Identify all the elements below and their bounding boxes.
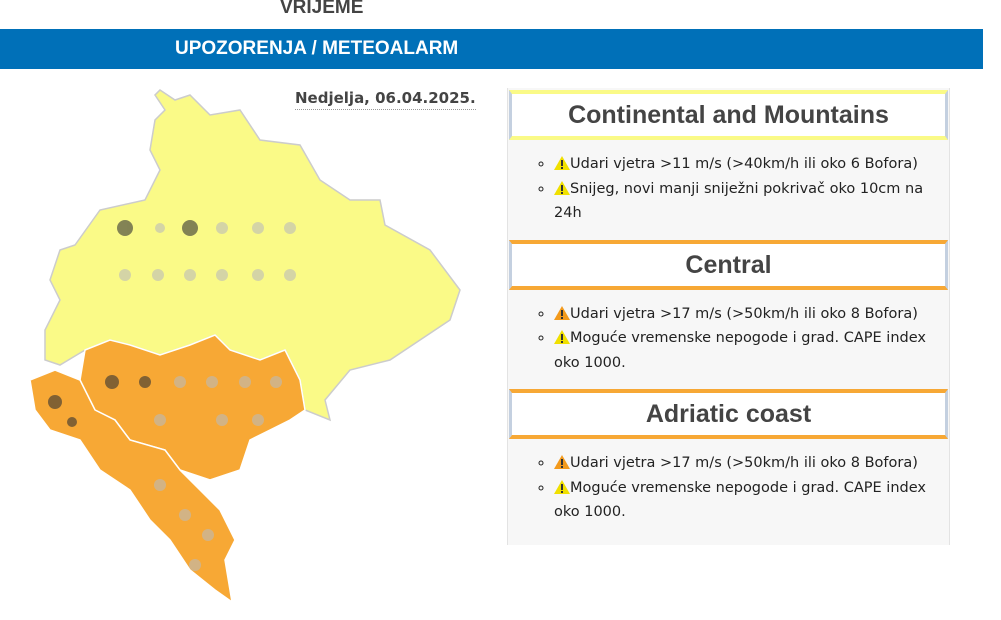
warning-icon [554, 305, 570, 320]
warning-text: Udari vjetra >11 m/s (>40km/h ili oko 6 … [570, 156, 918, 172]
warning-list: Udari vjetra >17 m/s (>50km/h ili oko 8 … [508, 302, 949, 376]
warning-text: Moguće vremenske nepogode i grad. CAPE i… [554, 479, 926, 521]
warning-list: Udari vjetra >11 m/s (>40km/h ili oko 6 … [508, 152, 949, 226]
region-map[interactable] [29, 369, 236, 604]
warning-item: Moguće vremenske nepogode i grad. CAPE i… [554, 326, 949, 375]
warnings-panel: Continental and Mountains Udari vjetra >1… [507, 88, 950, 545]
warning-text: Udari vjetra >17 m/s (>50km/h ili oko 8 … [570, 455, 918, 471]
warning-text: Udari vjetra >17 m/s (>50km/h ili oko 8 … [570, 305, 918, 322]
warning-icon [554, 156, 570, 170]
icons [48, 220, 296, 571]
region-title: Central [509, 239, 948, 290]
warning-item: Udari vjetra >17 m/s (>50km/h ili oko 8 … [554, 451, 949, 476]
tab-bar: UPOZORENJA / METEOALARM [0, 29, 983, 69]
warning-list: Udari vjetra >17 m/s (>50km/h ili oko 8 … [508, 451, 949, 525]
warning-item: Udari vjetra >11 m/s (>40km/h ili oko 6 … [554, 152, 949, 177]
warning-item: Moguće vremenske nepogode i grad. CAPE i… [554, 476, 949, 525]
warning-icon [554, 330, 570, 344]
warning-text: Moguće vremenske nepogode i grad. CAPE i… [554, 330, 926, 371]
warning-item: Snijeg, novi manji sniježni pokrivač oko… [554, 177, 949, 226]
region-title: Continental and Mountains [509, 90, 948, 140]
warning-item: Udari vjetra >17 m/s (>50km/h ili oko 8 … [554, 302, 949, 327]
tab-title[interactable]: UPOZORENJA / METEOALARM [175, 38, 459, 59]
map [29, 89, 461, 604]
warning-icon [554, 479, 570, 494]
warning-text: Snijeg, novi manji sniježni pokrivač oko… [554, 180, 924, 222]
region-title: Adriatic coast [509, 389, 948, 439]
warning-icon [554, 455, 570, 469]
date: Nedjelja, 06.04.2025. [295, 89, 476, 110]
warning-icon [554, 180, 570, 195]
site-title: VRIJEME [280, 0, 364, 18]
